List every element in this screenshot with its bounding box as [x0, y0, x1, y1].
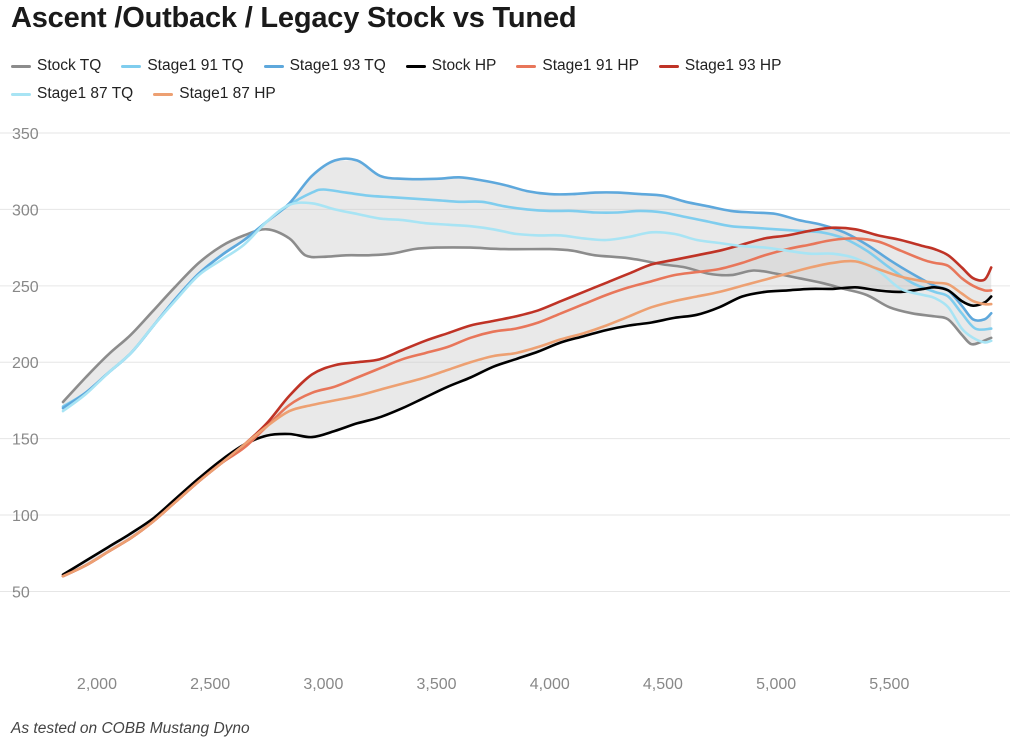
grid-lines — [0, 132, 1010, 592]
legend-swatch — [11, 64, 31, 68]
series-line-stock-hp — [61, 285, 993, 576]
y-tick-label: 200 — [12, 355, 39, 372]
x-tick-label: 5,500 — [869, 676, 909, 693]
series-line-stage1-87-hp — [61, 259, 993, 578]
chart-legend: Stock TQ Stage1 91 TQ Stage1 93 TQ Stock HP… — [11, 56, 941, 104]
legend-label: Stage1 87 TQ — [37, 85, 134, 102]
x-tick-label: 3,000 — [303, 676, 343, 693]
legend-label: Stock TQ — [37, 57, 102, 74]
y-tick-label: 250 — [12, 279, 39, 296]
legend-item-stock-hp: Stock HP — [405, 56, 497, 76]
legend-label: Stage1 87 HP — [179, 85, 276, 102]
x-tick-label: 4,000 — [530, 676, 570, 693]
legend-swatch — [658, 64, 679, 68]
legend-item-stage1-87-hp: Stage1 87 HP — [153, 84, 276, 104]
x-axis-ticks: 2,000 2,500 3,000 3,500 4,000 4,500 5,000 5,500 — [77, 676, 910, 693]
y-tick-label: 350 — [12, 126, 39, 143]
shaded-bands — [63, 160, 992, 577]
legend-label: Stage1 91 HP — [542, 57, 639, 74]
legend-item-stage1-91-hp: Stage1 91 HP — [516, 56, 639, 76]
legend-swatch — [516, 64, 537, 68]
chart-title: Ascent /Outback / Legacy Stock vs Tuned — [11, 2, 577, 34]
legend-label: Stage1 91 TQ — [147, 57, 244, 74]
legend-item-stage1-91-tq: Stage1 91 TQ — [121, 56, 244, 76]
series-lines — [61, 157, 993, 578]
legend-item-stage1-87-tq: Stage1 87 TQ — [11, 84, 133, 104]
series-line-stage1-93-tq — [61, 157, 993, 410]
x-tick-label: 5,000 — [756, 676, 796, 693]
legend-item-stage1-93-tq: Stage1 93 TQ — [263, 56, 386, 76]
legend-swatch — [11, 92, 31, 96]
x-tick-label: 2,000 — [77, 676, 117, 693]
legend-label: Stage1 93 TQ — [289, 57, 386, 74]
series-line-stock-tq — [61, 227, 993, 404]
legend-item-stock-tq: Stock TQ — [11, 56, 101, 76]
legend-swatch — [405, 64, 426, 68]
footnote: As tested on COBB Mustang Dyno — [11, 720, 250, 737]
x-tick-label: 2,500 — [190, 676, 230, 693]
shaded-band-1 — [63, 227, 992, 577]
legend-label: Stock HP — [431, 57, 497, 74]
x-tick-label: 3,500 — [417, 676, 457, 693]
legend-swatch — [121, 64, 142, 68]
y-tick-label: 150 — [12, 432, 39, 449]
x-tick-label: 4,500 — [643, 676, 683, 693]
y-axis-ticks: 50 100 150 200 250 300 350 — [12, 126, 39, 601]
series-line-stage1-87-tq — [61, 201, 993, 413]
y-tick-label: 100 — [12, 508, 39, 525]
shaded-band-0 — [63, 160, 992, 409]
legend-swatch — [263, 64, 284, 68]
legend-label: Stage1 93 HP — [684, 57, 782, 74]
legend-swatch — [153, 92, 174, 96]
legend-item-stage1-93-hp: Stage1 93 HP — [658, 56, 782, 76]
y-tick-label: 50 — [12, 584, 30, 601]
y-tick-label: 300 — [12, 202, 39, 219]
